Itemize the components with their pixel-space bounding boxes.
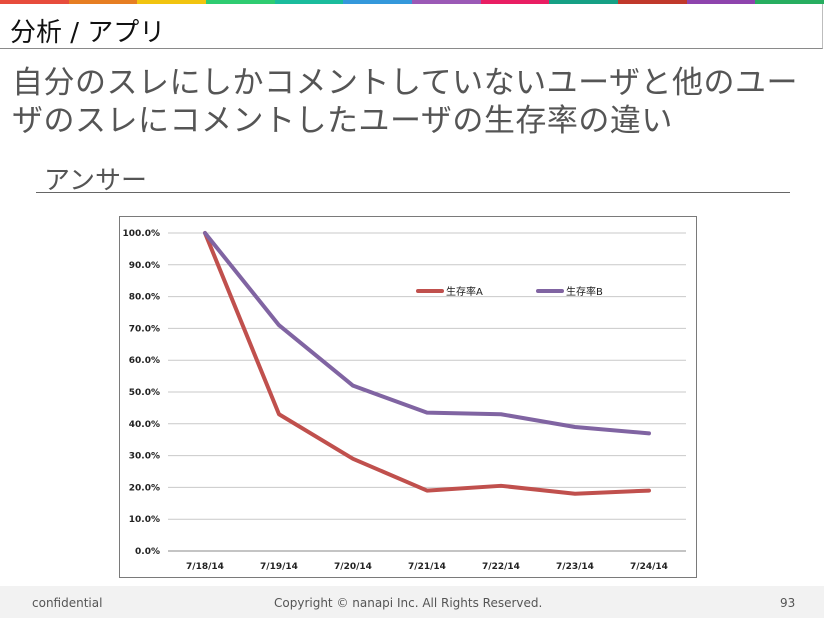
stripe-segment <box>274 0 344 4</box>
series-line-a <box>203 231 651 496</box>
y-tick-label: 100.0% <box>123 229 161 239</box>
section-title: アンサー <box>44 166 147 196</box>
line-chart: 0.0% 10.0% 20.0% 30.0% 40.0% 50.0% 60.0% 70.0% 8… <box>119 216 697 578</box>
slide-header: 分析 / アプリ <box>0 4 823 49</box>
slide-footer: confidential Copyright © nanapi Inc. All… <box>0 586 824 618</box>
x-tick-label: 7/19/14 <box>260 562 298 572</box>
y-tick-label: 40.0% <box>129 420 160 430</box>
x-tick-label: 7/23/14 <box>556 562 594 572</box>
stripe-segment <box>480 0 550 4</box>
y-tick-label: 70.0% <box>129 324 160 334</box>
top-color-stripe <box>0 0 824 4</box>
header-title: 分析 / アプリ <box>10 18 166 48</box>
y-tick-label: 0.0% <box>135 547 160 557</box>
stripe-segment <box>412 0 481 4</box>
y-tick-label: 20.0% <box>129 483 160 493</box>
series-line-b <box>203 231 651 436</box>
stripe-segment <box>137 0 207 4</box>
chart-svg: 0.0% 10.0% 20.0% 30.0% 40.0% 50.0% 60.0% 70.0% 8… <box>123 229 686 572</box>
y-tick-label: 90.0% <box>129 261 160 271</box>
y-tick-label: 10.0% <box>129 515 160 525</box>
y-tick-label: 50.0% <box>129 388 160 398</box>
stripe-segment <box>549 0 619 4</box>
copyright-text: Copyright © nanapi Inc. All Rights Reser… <box>274 596 543 610</box>
stripe-segment <box>68 0 138 4</box>
x-tick-label: 7/22/14 <box>482 562 520 572</box>
y-tick-label: 30.0% <box>129 452 160 462</box>
stripe-segment <box>686 0 756 4</box>
slide-title: 自分のスレにしかコメントしていないユーザと他のユーザのスレにコメントしたユーザの… <box>12 65 798 139</box>
stripe-segment <box>206 0 275 4</box>
stripe-segment <box>618 0 687 4</box>
y-tick-label: 80.0% <box>129 293 160 303</box>
stripe-segment <box>0 0 69 4</box>
stripe-segment <box>755 0 824 4</box>
legend-label: 生存率A <box>446 285 483 298</box>
x-tick-label: 7/24/14 <box>630 562 668 572</box>
confidential-label: confidential <box>32 596 103 610</box>
x-tick-label: 7/18/14 <box>186 562 224 572</box>
stripe-segment <box>343 0 413 4</box>
section-divider <box>36 192 790 193</box>
page-number: 93 <box>780 596 796 610</box>
y-tick-label: 60.0% <box>129 356 160 366</box>
legend-label: 生存率B <box>566 285 603 298</box>
x-tick-label: 7/21/14 <box>408 562 446 572</box>
x-tick-label: 7/20/14 <box>334 562 372 572</box>
